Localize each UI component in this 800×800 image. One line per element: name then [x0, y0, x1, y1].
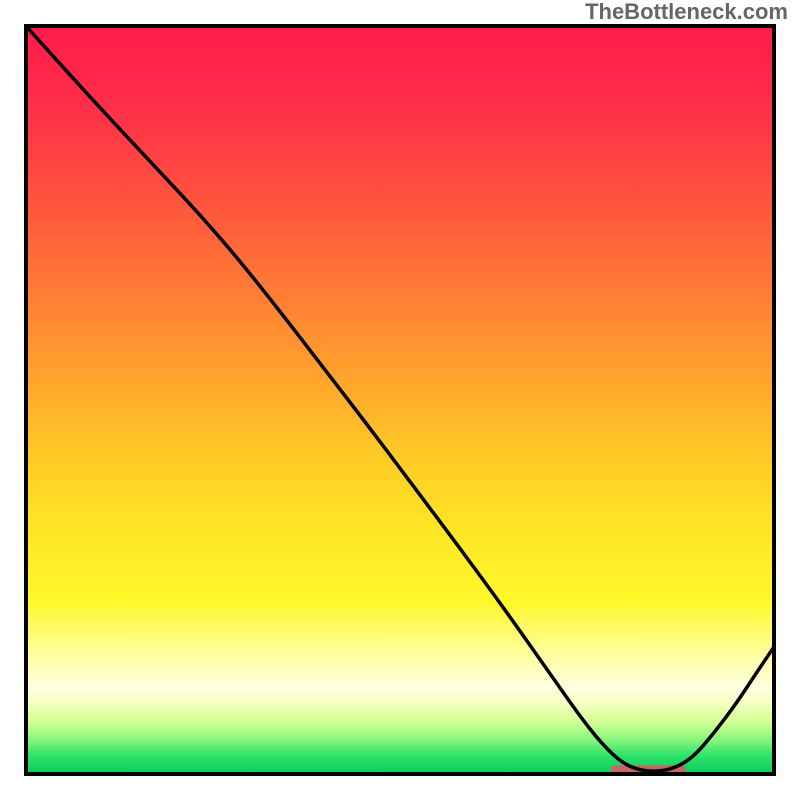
chart-background-gradient [26, 26, 774, 774]
bottleneck-chart [0, 0, 800, 800]
chart-container: TheBottleneck.com [0, 0, 800, 800]
